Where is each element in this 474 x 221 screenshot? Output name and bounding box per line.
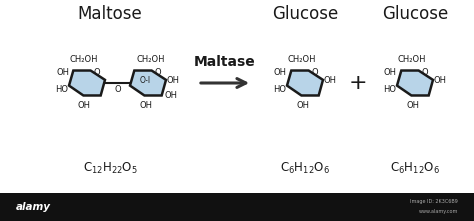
Text: CH₂OH: CH₂OH xyxy=(398,55,427,64)
Text: OH: OH xyxy=(167,76,180,85)
Bar xyxy=(0,193,474,221)
Text: Glucose: Glucose xyxy=(382,5,448,23)
Text: CH₂OH: CH₂OH xyxy=(288,55,316,64)
Text: HO: HO xyxy=(383,85,396,94)
Text: Image ID: 2K3C6B9: Image ID: 2K3C6B9 xyxy=(410,198,458,204)
Text: CH₂OH: CH₂OH xyxy=(137,55,165,64)
Text: Maltase: Maltase xyxy=(194,55,256,69)
Polygon shape xyxy=(130,70,166,95)
Text: OH: OH xyxy=(384,68,397,77)
Text: OH: OH xyxy=(324,76,337,85)
Text: OH: OH xyxy=(57,68,70,77)
Text: +: + xyxy=(349,73,367,93)
Text: Maltose: Maltose xyxy=(78,5,142,23)
Text: www.alamy.com: www.alamy.com xyxy=(419,210,458,215)
Text: O: O xyxy=(155,68,161,77)
Polygon shape xyxy=(397,70,433,95)
Text: O: O xyxy=(94,68,100,77)
Text: C$_{12}$H$_{22}$O$_{5}$: C$_{12}$H$_{22}$O$_{5}$ xyxy=(82,160,137,175)
Text: alamy: alamy xyxy=(16,202,51,212)
Text: HO: HO xyxy=(55,85,68,94)
Text: O: O xyxy=(114,86,121,95)
Text: C$_{6}$H$_{12}$O$_{6}$: C$_{6}$H$_{12}$O$_{6}$ xyxy=(280,160,330,175)
Text: O: O xyxy=(422,68,428,77)
Text: C$_{6}$H$_{12}$O$_{6}$: C$_{6}$H$_{12}$O$_{6}$ xyxy=(390,160,440,175)
Text: OH: OH xyxy=(407,101,419,110)
Text: OH: OH xyxy=(140,101,153,110)
Text: O: O xyxy=(312,68,319,77)
Text: CH₂OH: CH₂OH xyxy=(70,55,99,64)
Text: O-I: O-I xyxy=(139,76,151,85)
Text: OH: OH xyxy=(274,68,287,77)
Polygon shape xyxy=(287,70,323,95)
Polygon shape xyxy=(69,70,105,95)
Text: HO: HO xyxy=(273,85,286,94)
Text: OH: OH xyxy=(297,101,310,110)
Text: OH: OH xyxy=(164,91,177,101)
Text: Glucose: Glucose xyxy=(272,5,338,23)
Text: OH: OH xyxy=(434,76,447,85)
Text: OH: OH xyxy=(78,101,91,110)
